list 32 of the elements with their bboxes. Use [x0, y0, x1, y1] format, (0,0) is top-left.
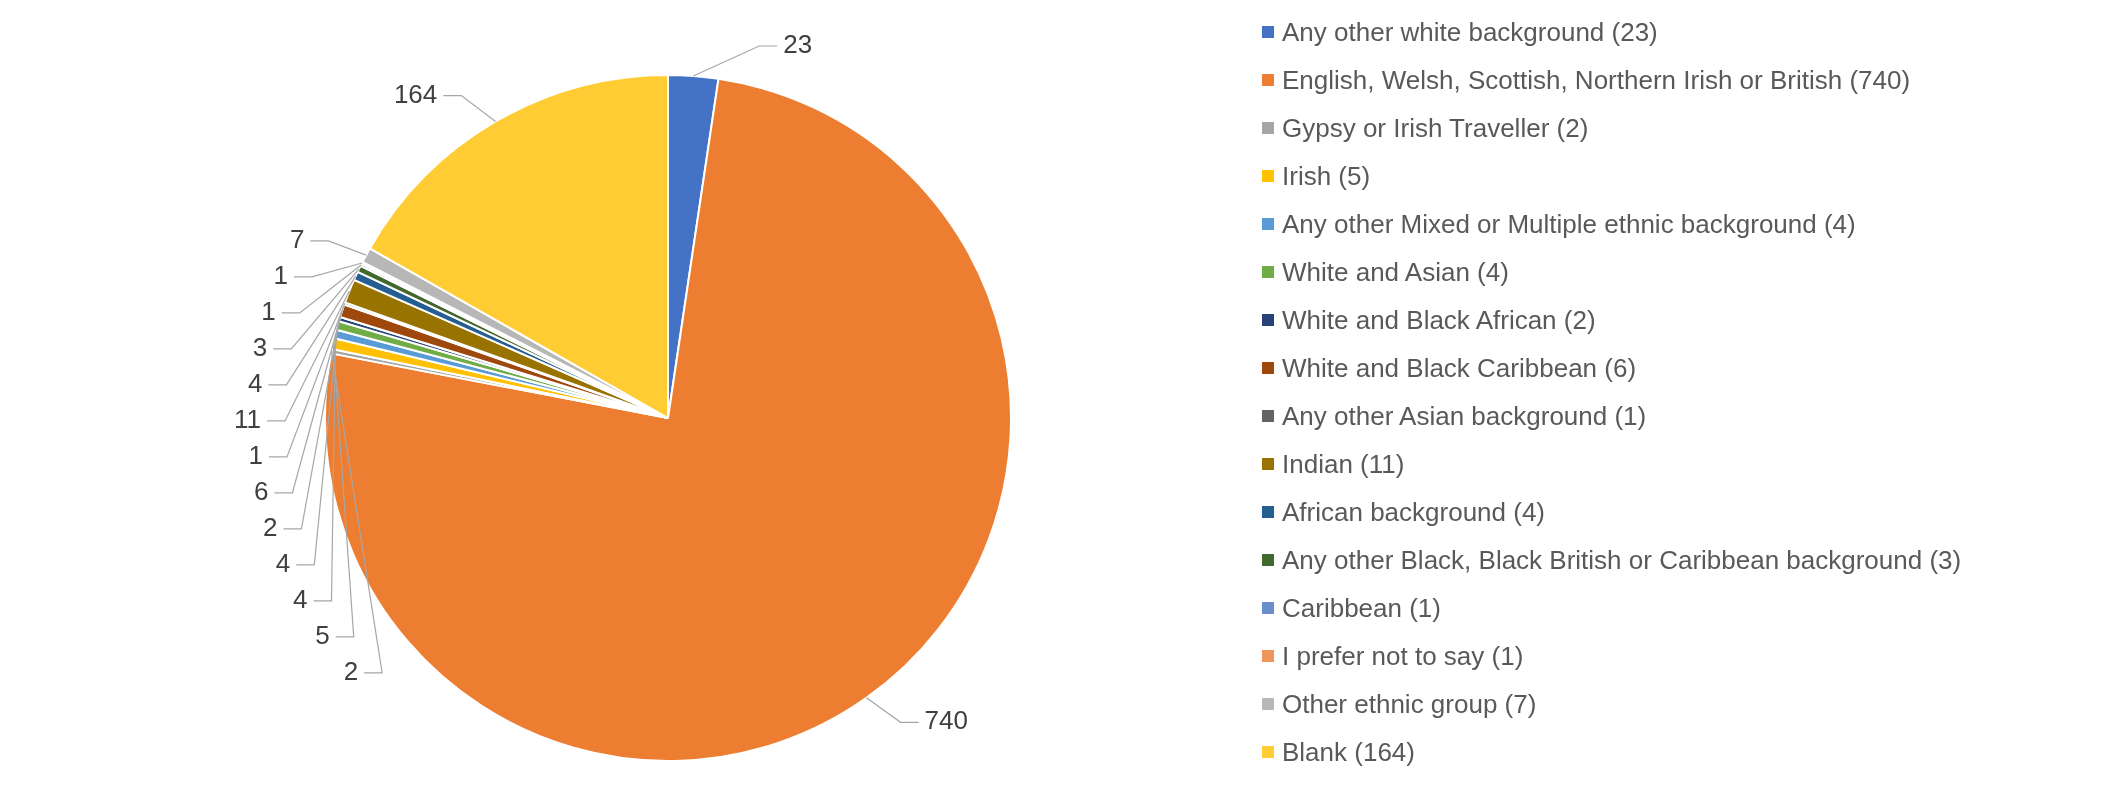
- data-label: 23: [783, 29, 813, 60]
- data-label: 4: [247, 368, 263, 399]
- data-label: 6: [253, 476, 269, 507]
- legend-label: Gypsy or Irish Traveller (2): [1282, 113, 1589, 143]
- data-label: 1: [273, 260, 288, 291]
- data-label: 1: [248, 440, 263, 471]
- legend-label: White and Black Caribbean (6): [1282, 353, 1637, 383]
- data-label: 164: [393, 78, 438, 109]
- data-label: 4: [275, 548, 291, 579]
- data-label: 5: [315, 620, 330, 651]
- legend-label: White and Black African (2): [1282, 305, 1596, 335]
- legend-label: I prefer not to say (1): [1282, 641, 1524, 671]
- data-label: 7: [289, 224, 305, 255]
- data-label: 740: [924, 705, 968, 736]
- data-label: 2: [343, 656, 359, 687]
- legend-label: Any other white background (23): [1282, 17, 1658, 47]
- legend-label: White and Asian (4): [1282, 257, 1509, 287]
- legend-label: Caribbean (1): [1282, 593, 1441, 623]
- legend-label: Other ethnic group (7): [1282, 689, 1537, 719]
- legend-label: Indian (11): [1282, 449, 1405, 479]
- legend-label: Any other Black, Black British or Caribbean background (3): [1282, 545, 1962, 575]
- legend-label: African background (4): [1282, 497, 1546, 527]
- data-label: 4: [293, 584, 308, 615]
- data-label: 3: [252, 332, 268, 363]
- legend-label: Any other Asian background (1): [1282, 401, 1647, 431]
- data-label: 11: [234, 404, 262, 435]
- legend-label: Irish (5): [1282, 161, 1371, 191]
- legend-label: Any other Mixed or Multiple ethnic background (4): [1282, 209, 1856, 239]
- legend-label: Blank (164): [1282, 737, 1415, 767]
- legend-label: English, Welsh, Scottish, Northern Irish or British (740): [1282, 65, 1911, 95]
- data-label: 1: [261, 296, 276, 327]
- data-label: 2: [262, 512, 278, 543]
